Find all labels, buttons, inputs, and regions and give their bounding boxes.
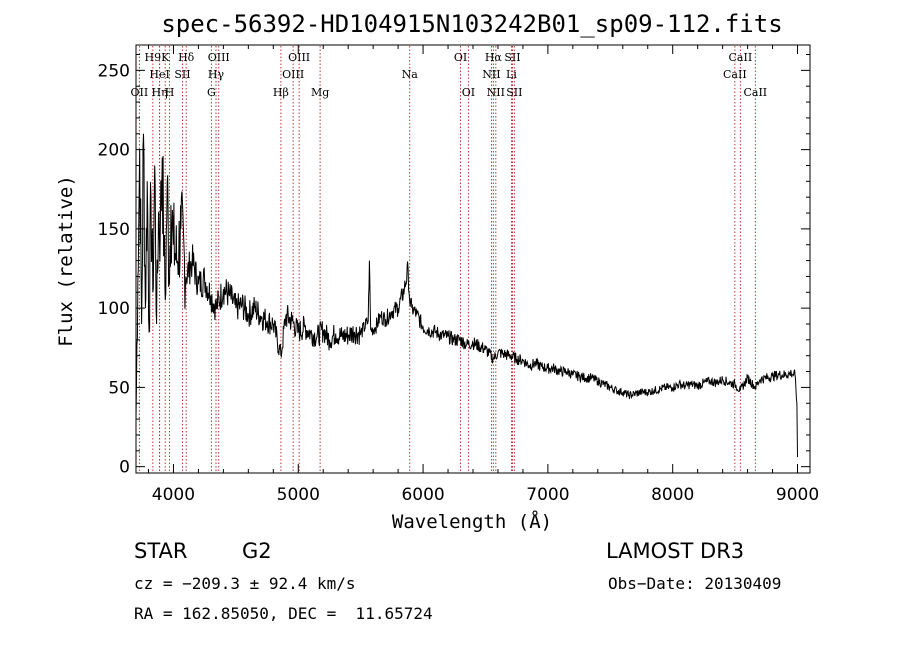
spectral-line-label: OI bbox=[462, 86, 475, 99]
spectral-line-label: OIII bbox=[208, 51, 230, 64]
redshift-velocity: cz = −209.3 ± 92.4 km/s bbox=[134, 574, 356, 593]
y-tick-label: 250 bbox=[98, 61, 130, 81]
spectral-line-label: Li bbox=[506, 68, 517, 81]
x-axis-ticks: 4000 5000 6000 7000 8000 9000 bbox=[147, 45, 819, 505]
x-tick-label: 7000 bbox=[526, 485, 569, 505]
x-tick-label: 8000 bbox=[651, 485, 694, 505]
x-tick-label: 9000 bbox=[776, 485, 819, 505]
spectral-line-label: CaII bbox=[743, 86, 767, 99]
spectral-line-label: Hα bbox=[485, 51, 503, 64]
spectral-line-label: OIII bbox=[282, 68, 304, 81]
y-tick-label: 200 bbox=[98, 141, 130, 161]
spectral-line-label: SII bbox=[504, 51, 520, 64]
spectral-line-label: Mg bbox=[311, 86, 329, 99]
y-tick-label: 150 bbox=[98, 220, 130, 240]
chart-title: spec-56392-HD104915N103242B01_sp09-112.f… bbox=[161, 10, 782, 38]
y-tick-label: 50 bbox=[108, 378, 130, 398]
spectral-line-label: NII bbox=[487, 86, 505, 99]
spectral-line-label: NII bbox=[482, 68, 500, 81]
spectral-line-label: SII bbox=[174, 68, 190, 81]
spectral-line-label: SII bbox=[506, 86, 522, 99]
spectral-line-label: OI bbox=[454, 51, 467, 64]
flux-series-line bbox=[135, 133, 798, 458]
spectral-line-label: G bbox=[207, 86, 216, 99]
spectral-line-label: OIII bbox=[288, 51, 310, 64]
x-axis-label: Wavelength (Å) bbox=[392, 510, 552, 533]
object-class: STAR bbox=[134, 539, 188, 563]
x-tick-label: 5000 bbox=[277, 485, 320, 505]
y-tick-label: 0 bbox=[119, 458, 130, 478]
coordinates: RA = 162.85050, DEC = 11.65724 bbox=[134, 604, 433, 623]
spectral-line-label: Hγ bbox=[208, 68, 225, 81]
observation-date: Obs−Date: 20130409 bbox=[608, 574, 782, 593]
survey-name: LAMOST DR3 bbox=[606, 539, 745, 563]
spectral-line-label: H9 bbox=[145, 51, 162, 64]
spectral-line-label: Hη bbox=[151, 86, 167, 99]
x-tick-label: 4000 bbox=[152, 485, 195, 505]
x-tick-label: 6000 bbox=[401, 485, 444, 505]
spectral-line-markers bbox=[138, 46, 756, 472]
spectral-line-labels: OII H9 Hη HeI K H SII Hδ OIII Hγ G Hβ OIII OIII Mg Na OI… bbox=[131, 51, 768, 99]
plot-frame bbox=[135, 44, 811, 474]
y-tick-label: 100 bbox=[98, 299, 130, 319]
spectral-line-label: Hδ bbox=[178, 51, 195, 64]
spectral-line-label: Hβ bbox=[273, 86, 289, 99]
y-axis-label: Flux (relative) bbox=[55, 175, 77, 347]
spectral-line-label: CaII bbox=[729, 51, 753, 64]
spectral-line-label: CaII bbox=[723, 68, 747, 81]
spectral-line-label: HeI bbox=[149, 68, 169, 81]
spectrum-chart: spec-56392-HD104915N103242B01_sp09-112.f… bbox=[55, 10, 819, 533]
y-axis-ticks: 0 50 100 150 200 250 bbox=[98, 54, 810, 478]
spectral-line-label: Na bbox=[402, 68, 419, 81]
spectral-line-label: K bbox=[161, 51, 170, 64]
object-subclass: G2 bbox=[242, 539, 272, 563]
spectral-line-label: OII bbox=[131, 86, 149, 99]
spectral-line-label: H bbox=[165, 86, 175, 99]
